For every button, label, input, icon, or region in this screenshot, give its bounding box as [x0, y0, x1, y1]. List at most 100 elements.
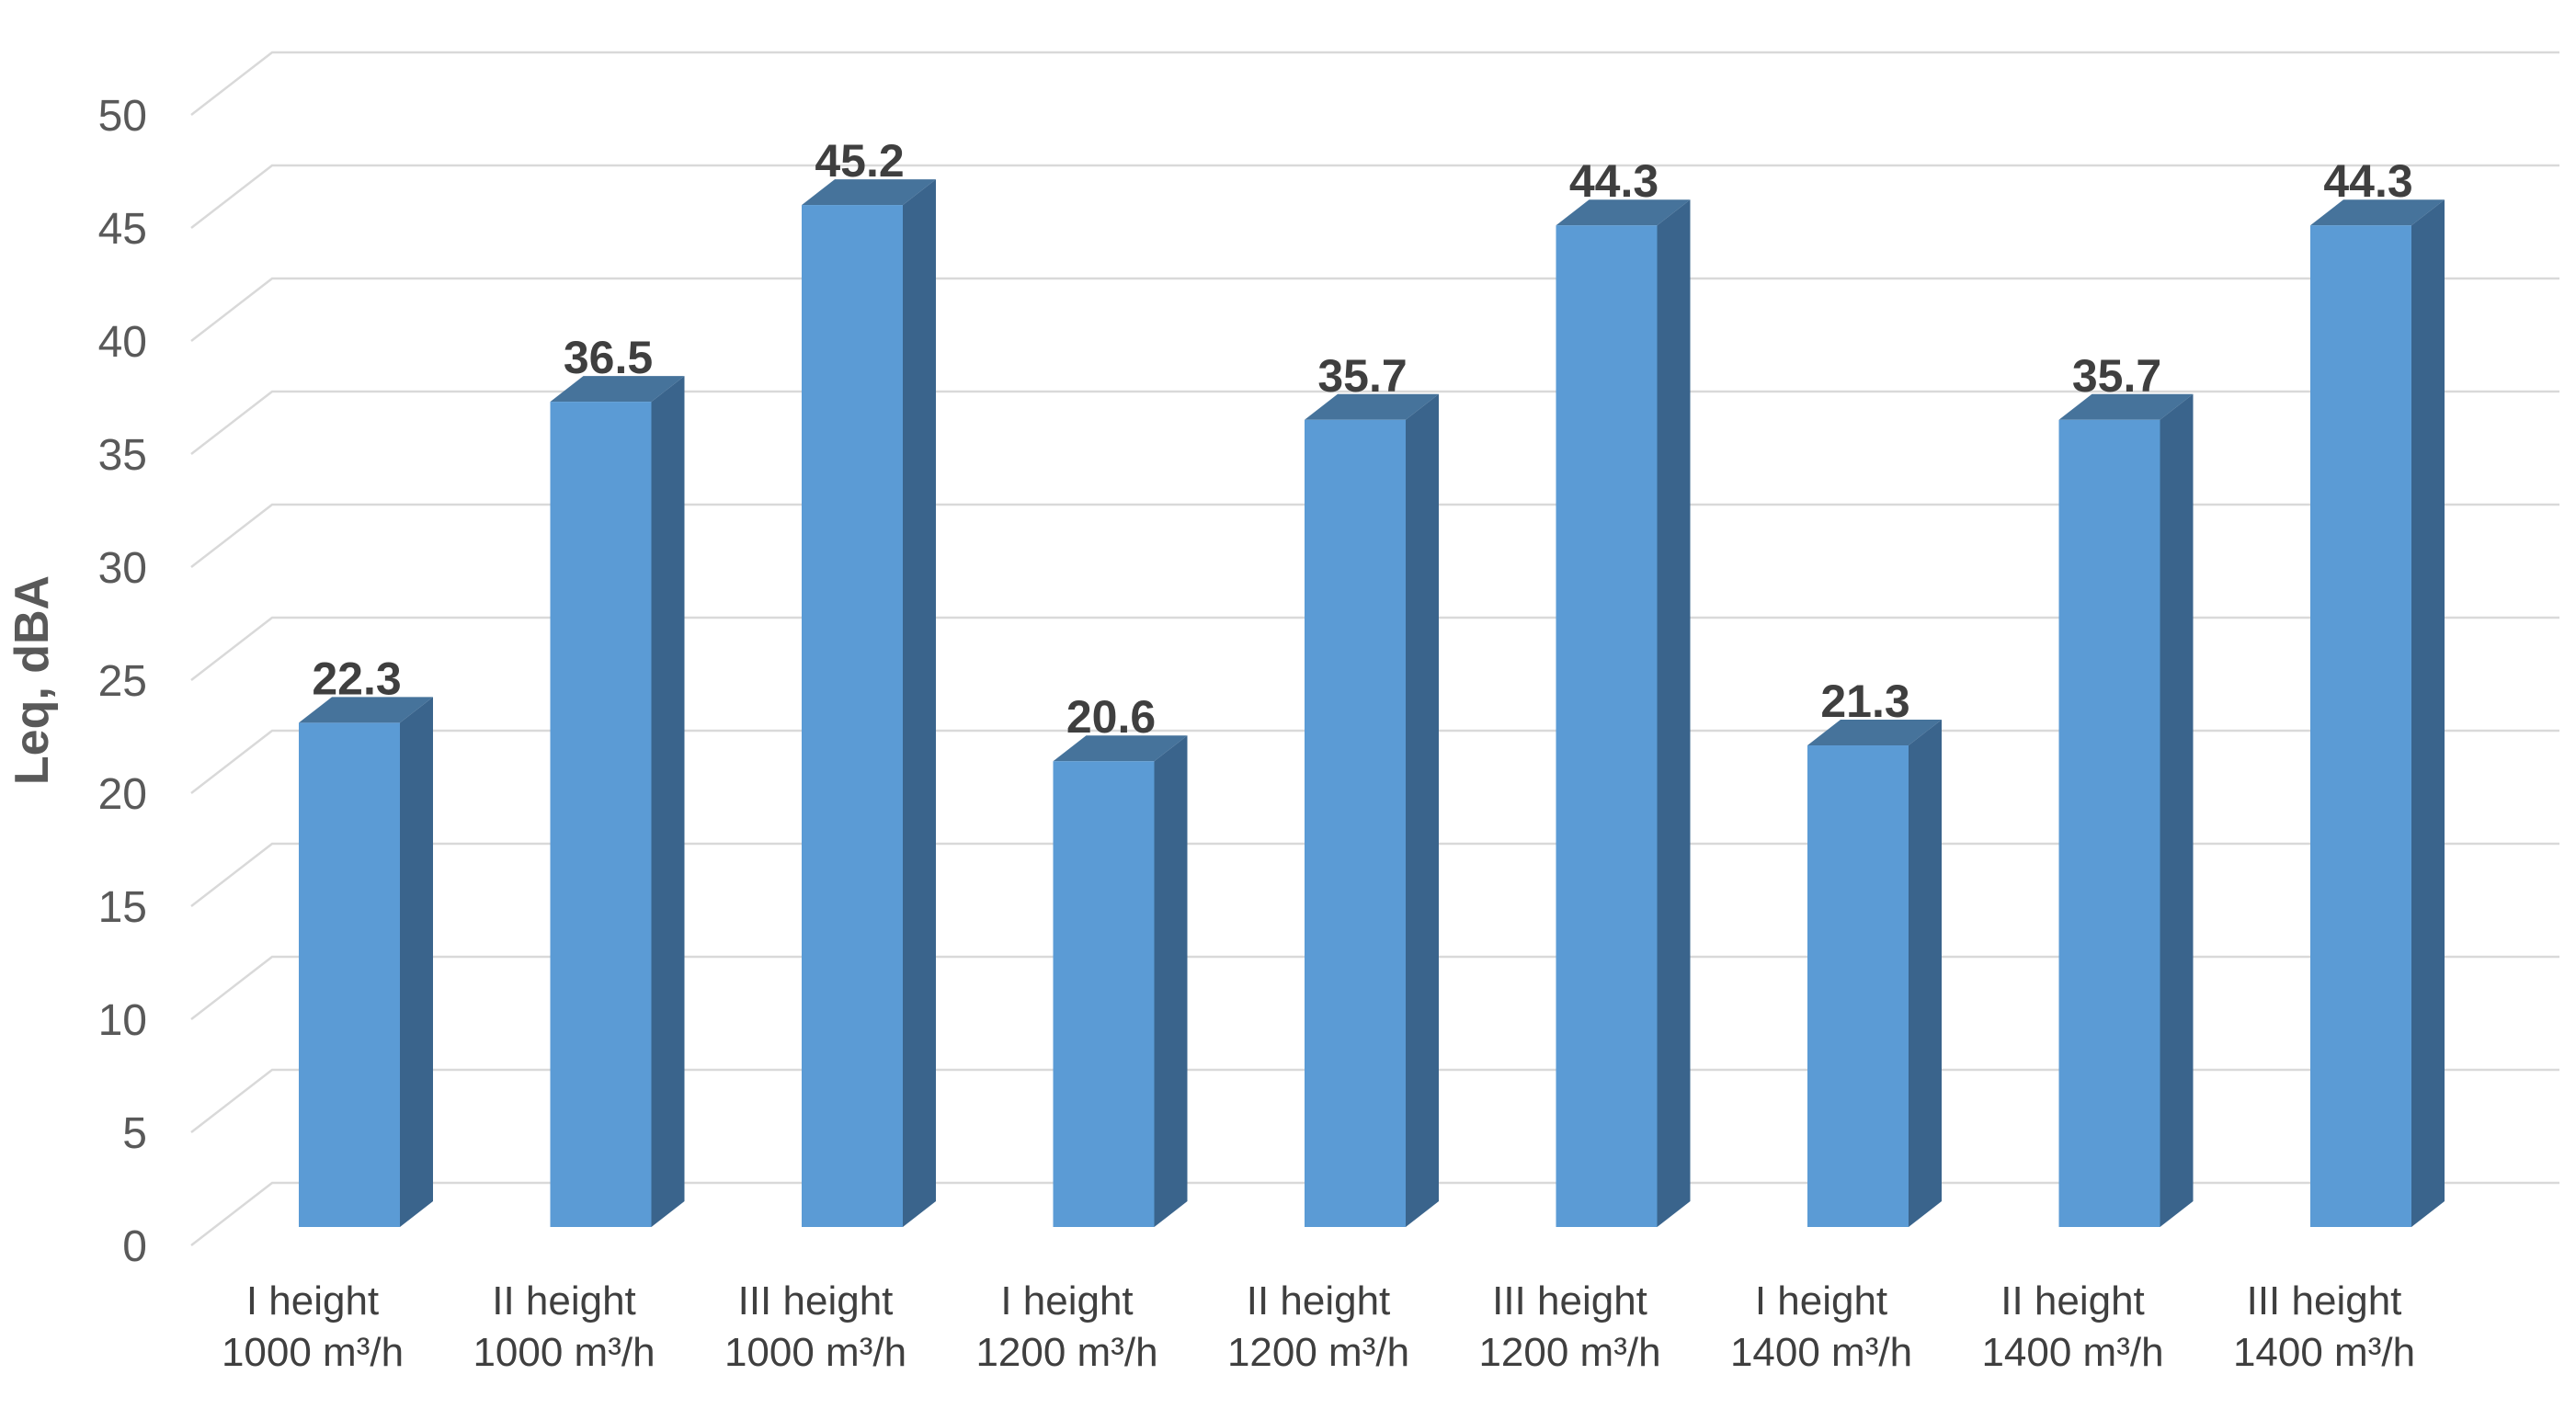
bar-top-face — [2310, 199, 2445, 226]
x-category-line1: III height — [738, 1278, 894, 1323]
x-category-label: II height 1200 m³/h — [1227, 1278, 1409, 1375]
bar-top-face — [299, 697, 433, 723]
bar — [1305, 393, 1439, 1227]
bar-top-face — [1053, 735, 1188, 762]
x-category-line2: 1000 m³/h — [473, 1330, 655, 1375]
data-label: 36.5 — [564, 332, 653, 383]
data-label: 21.3 — [1820, 676, 1909, 727]
gridline — [190, 955, 2559, 1020]
gridline — [190, 842, 2559, 907]
x-category-line1: III height — [2247, 1278, 2402, 1323]
bar-top-face — [1305, 393, 1439, 420]
x-category-line1: III height — [1492, 1278, 1647, 1323]
bar-front-face — [2310, 225, 2411, 1228]
data-label: 22.3 — [312, 653, 401, 704]
bar-front-face — [1053, 761, 1155, 1227]
bar — [1807, 720, 1942, 1227]
bar-front-face — [299, 722, 400, 1227]
bar-front-face — [1807, 745, 1909, 1227]
x-category-line2: 1200 m³/h — [1478, 1330, 1660, 1375]
bar-front-face — [1305, 419, 1406, 1227]
y-tick-label: 20 — [98, 770, 147, 819]
bar-side-face — [1154, 735, 1188, 1227]
bar — [299, 697, 433, 1227]
gridline — [190, 390, 2559, 455]
y-tick-label: 5 — [122, 1109, 147, 1158]
bar-front-face — [2058, 419, 2160, 1227]
x-category-line2: 1000 m³/h — [222, 1330, 404, 1375]
x-category-line2: 1200 m³/h — [1227, 1330, 1409, 1375]
y-axis-title: Leq, dBA — [6, 575, 59, 785]
bar-front-face — [550, 402, 652, 1228]
x-category-line2: 1400 m³/h — [2233, 1330, 2415, 1375]
y-axis-ticks: 0 5 10 15 20 25 30 35 40 45 50 — [98, 92, 147, 1271]
bar — [1053, 735, 1188, 1227]
bar-front-face — [802, 205, 903, 1228]
bar-side-face — [903, 179, 936, 1228]
bar-side-face — [2160, 393, 2194, 1227]
y-tick-label: 30 — [98, 544, 147, 593]
x-category-label: III height 1400 m³/h — [2233, 1278, 2415, 1375]
bar-side-face — [400, 697, 433, 1227]
bar-top-face — [550, 376, 685, 403]
bar-side-face — [651, 376, 685, 1228]
data-label: 20.6 — [1066, 691, 1156, 743]
gridline — [190, 51, 2559, 116]
data-label: 45.2 — [815, 135, 904, 187]
x-category-label: III height 1000 m³/h — [724, 1278, 906, 1375]
data-label: 44.3 — [2323, 155, 2412, 207]
x-category-line1: II height — [1247, 1278, 1391, 1323]
gridline — [190, 503, 2559, 568]
x-category-label: III height 1200 m³/h — [1478, 1278, 1660, 1375]
data-labels: 22.3 36.5 45.2 20.6 35.7 44.3 21.3 35.7 44.3 — [312, 135, 2412, 743]
x-category-line2: 1400 m³/h — [1730, 1330, 1912, 1375]
data-label: 44.3 — [1569, 155, 1658, 207]
bar — [1556, 199, 1691, 1228]
x-category-line2: 1000 m³/h — [724, 1330, 906, 1375]
y-tick-label: 45 — [98, 205, 147, 254]
bar — [550, 376, 685, 1228]
bar — [802, 179, 936, 1228]
gridline — [190, 729, 2559, 794]
y-tick-label: 15 — [98, 883, 147, 932]
gridline — [190, 277, 2559, 342]
x-category-line1: I height — [246, 1278, 379, 1323]
data-label: 35.7 — [2072, 350, 2161, 402]
bar-side-face — [1657, 199, 1691, 1228]
y-tick-label: 50 — [98, 92, 147, 141]
y-tick-label: 0 — [122, 1222, 147, 1271]
gridlines — [190, 51, 2559, 1246]
x-category-label: I height 1000 m³/h — [222, 1278, 404, 1375]
x-category-label: I height 1200 m³/h — [975, 1278, 1157, 1375]
bar-top-face — [802, 179, 936, 206]
y-tick-label: 10 — [98, 996, 147, 1045]
bar-top-face — [1807, 720, 1942, 746]
gridline — [190, 1181, 2559, 1246]
gridline — [190, 1068, 2559, 1133]
bar-side-face — [2411, 199, 2445, 1228]
bar — [2310, 199, 2445, 1228]
bar — [2058, 393, 2194, 1227]
x-category-line1: II height — [2000, 1278, 2145, 1323]
bar-side-face — [1909, 720, 1942, 1227]
y-tick-label: 25 — [98, 657, 147, 706]
y-tick-label: 40 — [98, 318, 147, 367]
bar-top-face — [2058, 393, 2194, 420]
x-category-label: II height 1400 m³/h — [1981, 1278, 2163, 1375]
y-tick-label: 35 — [98, 431, 147, 480]
bar-top-face — [1556, 199, 1691, 226]
x-category-line2: 1200 m³/h — [975, 1330, 1157, 1375]
x-category-line1: I height — [1755, 1278, 1887, 1323]
x-category-label: I height 1400 m³/h — [1730, 1278, 1912, 1375]
bar-front-face — [1556, 225, 1658, 1228]
bars — [299, 179, 2445, 1228]
data-label: 35.7 — [1317, 350, 1407, 402]
x-category-line1: II height — [492, 1278, 636, 1323]
x-category-line2: 1400 m³/h — [1981, 1330, 2163, 1375]
bar-side-face — [1406, 393, 1439, 1227]
x-category-line1: I height — [1000, 1278, 1133, 1323]
gridline — [190, 616, 2559, 681]
